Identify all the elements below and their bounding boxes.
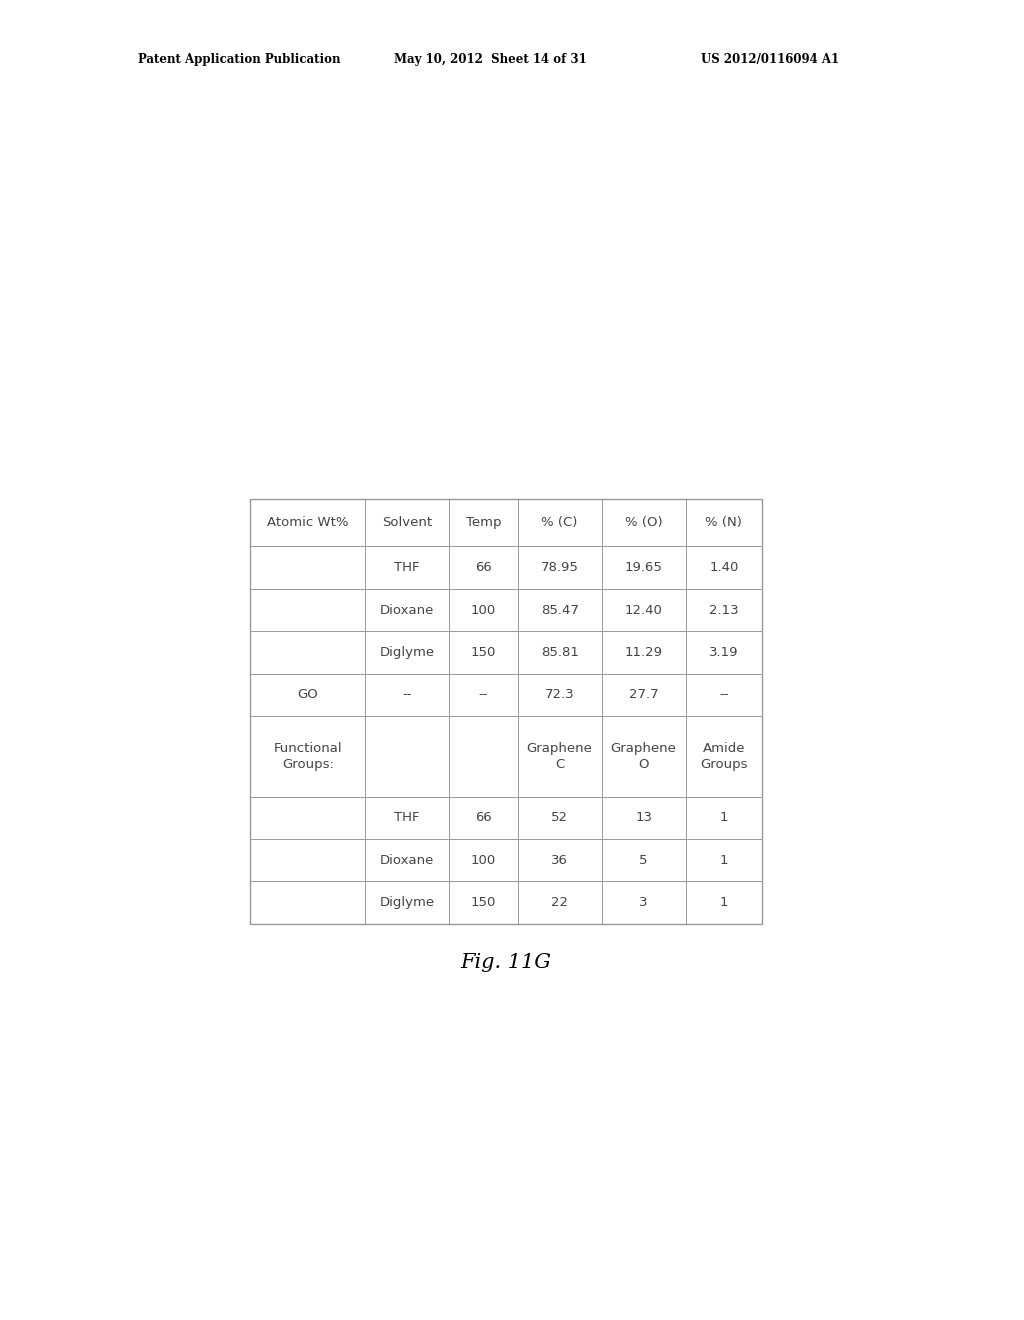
- Text: Graphene
C: Graphene C: [526, 742, 593, 771]
- Text: 5: 5: [639, 854, 648, 867]
- Text: % (O): % (O): [625, 516, 663, 529]
- Text: 150: 150: [471, 645, 496, 659]
- Text: May 10, 2012  Sheet 14 of 31: May 10, 2012 Sheet 14 of 31: [394, 53, 587, 66]
- Text: Solvent: Solvent: [382, 516, 432, 529]
- Text: Diglyme: Diglyme: [379, 645, 434, 659]
- Text: 1: 1: [720, 854, 728, 867]
- Text: Fig. 11G: Fig. 11G: [461, 953, 552, 972]
- Text: Dioxane: Dioxane: [380, 603, 434, 616]
- Text: 36: 36: [551, 854, 568, 867]
- Text: 1: 1: [720, 812, 728, 825]
- Text: 1: 1: [720, 896, 728, 909]
- Text: 72.3: 72.3: [545, 688, 574, 701]
- Text: 100: 100: [471, 603, 496, 616]
- Text: 78.95: 78.95: [541, 561, 579, 574]
- Text: 12.40: 12.40: [625, 603, 663, 616]
- Text: 2.13: 2.13: [709, 603, 738, 616]
- Text: --: --: [478, 688, 488, 701]
- Text: 85.47: 85.47: [541, 603, 579, 616]
- Text: 150: 150: [471, 896, 496, 909]
- Text: 11.29: 11.29: [625, 645, 663, 659]
- Text: Functional
Groups:: Functional Groups:: [273, 742, 342, 771]
- Text: US 2012/0116094 A1: US 2012/0116094 A1: [701, 53, 840, 66]
- Text: Patent Application Publication: Patent Application Publication: [138, 53, 341, 66]
- Text: 22: 22: [551, 896, 568, 909]
- Text: 66: 66: [475, 812, 492, 825]
- Text: Dioxane: Dioxane: [380, 854, 434, 867]
- Text: 3: 3: [639, 896, 648, 909]
- Text: --: --: [719, 688, 728, 701]
- Text: 100: 100: [471, 854, 496, 867]
- Text: THF: THF: [394, 561, 420, 574]
- Text: Diglyme: Diglyme: [379, 896, 434, 909]
- Text: 85.81: 85.81: [541, 645, 579, 659]
- Text: GO: GO: [297, 688, 318, 701]
- Text: Graphene
O: Graphene O: [610, 742, 677, 771]
- Text: Temp: Temp: [466, 516, 501, 529]
- Text: 52: 52: [551, 812, 568, 825]
- Text: --: --: [402, 688, 412, 701]
- Text: % (N): % (N): [706, 516, 742, 529]
- Text: 1.40: 1.40: [709, 561, 738, 574]
- Text: Atomic Wt%: Atomic Wt%: [267, 516, 348, 529]
- Text: 66: 66: [475, 561, 492, 574]
- Text: % (C): % (C): [542, 516, 578, 529]
- Text: 13: 13: [635, 812, 652, 825]
- Text: 3.19: 3.19: [709, 645, 738, 659]
- Text: 19.65: 19.65: [625, 561, 663, 574]
- Text: Amide
Groups: Amide Groups: [700, 742, 748, 771]
- Text: 27.7: 27.7: [629, 688, 658, 701]
- Text: THF: THF: [394, 812, 420, 825]
